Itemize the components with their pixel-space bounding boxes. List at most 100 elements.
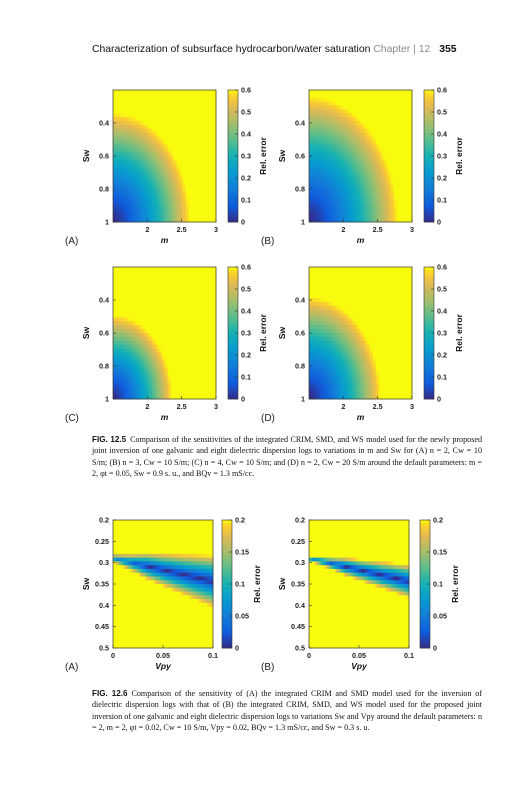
heatmap-cell [408, 194, 413, 200]
heatmap-cell [203, 305, 208, 311]
heatmap-cell [182, 387, 187, 392]
heatmap-cell [124, 520, 129, 525]
heatmap-cell [113, 163, 117, 169]
heatmap-cell [116, 171, 120, 176]
heatmap-cell [128, 348, 132, 353]
heatmap-cell [375, 301, 380, 307]
heatmap-cell [405, 179, 410, 184]
heatmap-cell [402, 175, 407, 180]
heatmap-cell [203, 391, 208, 396]
heatmap-cell [149, 144, 153, 149]
heatmap-cell [393, 305, 398, 311]
heatmap-cell [339, 194, 343, 200]
heatmap-cell [182, 356, 187, 361]
heatmap-cell [318, 313, 322, 318]
heatmap-cell [354, 140, 358, 145]
heatmap-cell [173, 194, 178, 200]
heatmap-cell [137, 187, 141, 192]
heatmap-cell [318, 136, 322, 141]
colorbar-label: Rel. error [258, 136, 268, 174]
heatmap-cell [357, 278, 361, 283]
heatmap-cell [125, 267, 129, 272]
heatmap-cell [405, 317, 410, 322]
heatmap-cell [405, 329, 410, 334]
heatmap-cell [170, 136, 174, 141]
heatmap-cell [167, 128, 171, 134]
heatmap-cell [203, 294, 208, 299]
heatmap-cell [113, 313, 117, 318]
heatmap-cell [116, 321, 120, 326]
heatmap-cell [185, 156, 190, 161]
heatmap-cell [155, 159, 159, 165]
heatmap-cell [209, 190, 214, 196]
heatmap-cell [203, 309, 208, 314]
heatmap-cell [354, 90, 358, 95]
heatmap-cell [146, 379, 150, 384]
heatmap-cell [203, 117, 208, 122]
heatmap-cell [393, 140, 398, 145]
heatmap-cell [134, 387, 138, 392]
heatmap-cell [113, 175, 117, 180]
heatmap-cell [200, 113, 205, 118]
heatmap-cell [167, 105, 171, 110]
heatmap-cell [369, 282, 374, 287]
heatmap-cell [191, 317, 196, 322]
heatmap-cell [158, 294, 162, 299]
heatmap-cell [161, 152, 165, 157]
heatmap-cell [203, 159, 208, 165]
heatmap-cell [405, 301, 410, 307]
heatmap-cell [351, 121, 355, 126]
heatmap-cell [405, 214, 410, 219]
heatmap-cell [366, 175, 370, 180]
heatmap-cell [137, 321, 141, 326]
heatmap-cell [131, 274, 135, 280]
heatmap-cell [182, 113, 187, 118]
heatmap-cell [369, 156, 374, 161]
heatmap-cell [360, 286, 364, 291]
heatmap-cell [318, 140, 322, 145]
heatmap-cell [336, 156, 340, 161]
heatmap-cell [140, 175, 144, 180]
heatmap-cell [402, 113, 407, 118]
heatmap-cell [351, 383, 355, 388]
heatmap-cell [200, 267, 205, 272]
heatmap-cell [408, 267, 413, 272]
heatmap-cell [390, 171, 395, 176]
heatmap-cell [405, 371, 410, 377]
heatmap-cell [345, 183, 349, 188]
heatmap-cell [194, 360, 199, 365]
heatmap-cell [161, 336, 165, 342]
heatmap-cell [366, 90, 370, 95]
heatmap-cell [209, 286, 214, 291]
heatmap-cell [339, 333, 343, 338]
heatmap-cell [342, 286, 346, 291]
heatmap-cell [345, 190, 349, 196]
heatmap-cell [324, 333, 328, 338]
heatmap-cell [188, 301, 193, 307]
heatmap-cell [324, 167, 328, 172]
heatmap-cell [158, 325, 162, 330]
heatmap-cell [357, 206, 361, 211]
heatmap-cell [327, 90, 331, 95]
heatmap-cell [327, 356, 331, 361]
heatmap-cell [330, 286, 334, 291]
heatmap-cell [116, 301, 120, 307]
heatmap-cell [327, 140, 331, 145]
heatmap-cell [182, 290, 187, 295]
heatmap-cell [324, 194, 328, 200]
heatmap-cell [209, 352, 214, 357]
heatmap-cell [149, 90, 153, 95]
heatmap-cell [206, 171, 211, 176]
heatmap-cell [360, 190, 364, 196]
heatmap-cell [363, 367, 367, 373]
heatmap-cell [188, 105, 193, 110]
heatmap-cell [188, 93, 193, 99]
heatmap-cell [387, 132, 392, 137]
heatmap-cell [336, 148, 340, 153]
heatmap-cell [372, 298, 377, 303]
heatmap-cell [119, 132, 123, 137]
heatmap-cell [342, 93, 346, 99]
heatmap-cell [384, 267, 389, 272]
heatmap-cell [381, 194, 386, 200]
